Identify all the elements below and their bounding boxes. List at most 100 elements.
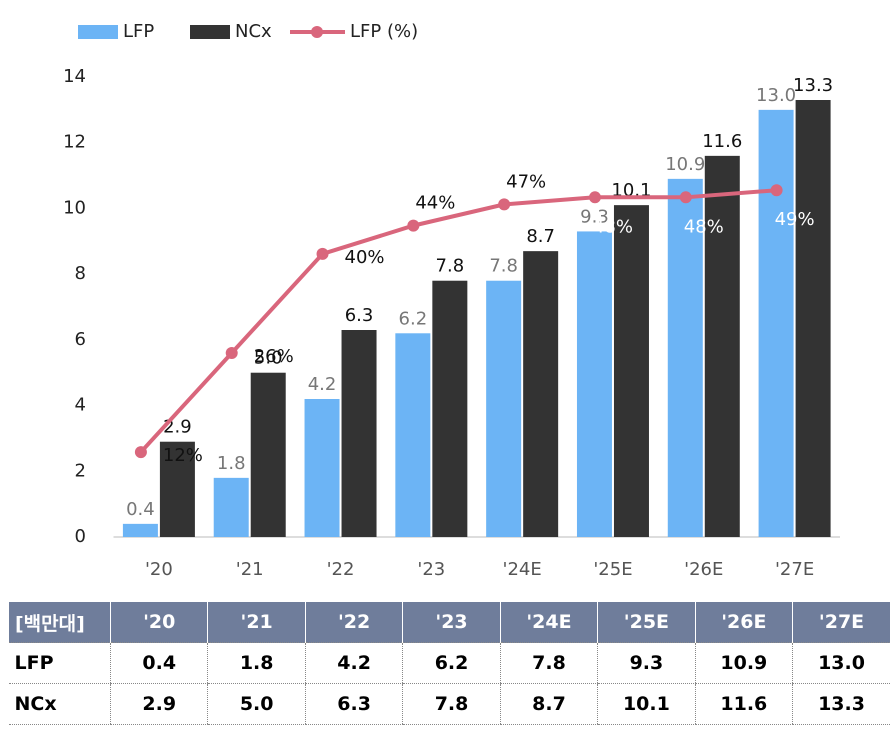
- bar: [758, 109, 794, 537]
- bar: [704, 155, 740, 537]
- header-cell: [백만대]: [8, 602, 111, 643]
- line: [139, 188, 777, 454]
- data-label: 0.4: [126, 499, 155, 520]
- data-label: 4.2: [308, 374, 337, 395]
- header-cell: '27E: [792, 602, 890, 643]
- data-label: 6.2: [399, 308, 428, 329]
- line-label: 44%: [415, 193, 455, 214]
- bar: [486, 280, 522, 537]
- bar: [395, 333, 431, 537]
- cell: 10.9: [694, 642, 793, 684]
- x-tick-label: '24E: [503, 559, 542, 580]
- line-label: 49%: [775, 209, 815, 230]
- header-cell: '25E: [597, 602, 696, 643]
- y-tick-label: 12: [63, 132, 86, 153]
- cell: 13.0: [792, 642, 890, 684]
- header-cell: '24E: [499, 602, 598, 643]
- cell: 5.0: [207, 683, 306, 725]
- data-label: 7.8: [489, 256, 518, 277]
- line-marker: [134, 446, 147, 459]
- line-label: 47%: [506, 171, 546, 192]
- data-label: 6.3: [345, 305, 374, 326]
- legend-swatch: [190, 25, 230, 39]
- data-label: 2.9: [163, 417, 192, 438]
- line-marker: [407, 219, 420, 232]
- bar: [667, 178, 703, 537]
- data-label: 1.8: [217, 453, 246, 474]
- line-marker: [498, 198, 511, 211]
- cell: 11.6: [694, 683, 793, 725]
- y-tick-label: 2: [75, 460, 86, 481]
- bar: [341, 330, 377, 537]
- data-label: 9.3: [580, 206, 609, 227]
- line-label: 48%: [593, 216, 633, 237]
- data-label: 11.6: [702, 131, 742, 152]
- x-tick-label: '27E: [775, 559, 814, 580]
- cell: 6.3: [304, 683, 403, 725]
- y-tick-label: 8: [75, 263, 86, 284]
- line-marker: [770, 184, 783, 197]
- table-row: LFP 0.4 1.8 4.2 6.2 7.8 9.3 10.9 13.0: [8, 642, 890, 684]
- line-marker: [588, 191, 601, 204]
- legend-swatch: [78, 25, 118, 39]
- cell: 7.8: [499, 642, 598, 684]
- cell: 1.8: [207, 642, 306, 684]
- cell: 6.2: [402, 642, 501, 684]
- data-label: 7.8: [436, 256, 465, 277]
- cell: 4.2: [304, 642, 403, 684]
- header-cell: '20: [109, 602, 208, 643]
- line-marker: [679, 191, 692, 204]
- x-tick-label: '25E: [593, 559, 632, 580]
- header-cell: '26E: [694, 602, 793, 643]
- bar: [250, 372, 286, 537]
- bar: [122, 523, 158, 537]
- row-label: NCx: [8, 683, 111, 725]
- legend-marker: [311, 26, 323, 38]
- y-tick-label: 10: [63, 197, 86, 218]
- y-tick-label: 14: [63, 66, 86, 87]
- data-label: 13.3: [793, 75, 833, 96]
- cell: 7.8: [402, 683, 501, 725]
- cell: 9.3: [597, 642, 696, 684]
- bar: [613, 205, 649, 537]
- line-label: 12%: [163, 445, 203, 466]
- cell: 10.1: [597, 683, 696, 725]
- header-cell: '21: [207, 602, 306, 643]
- line-marker: [316, 247, 329, 260]
- cell: 13.3: [792, 683, 890, 725]
- legend-label: LFP: [123, 21, 154, 42]
- table-row: NCx 2.9 5.0 6.3 7.8 8.7 10.1 11.6 13.3: [8, 683, 890, 725]
- header-cell: '23: [402, 602, 501, 643]
- line-label: 26%: [254, 346, 294, 367]
- data-label: 8.7: [526, 226, 555, 247]
- x-tick-label: '21: [236, 559, 264, 580]
- line-label: 48%: [684, 216, 724, 237]
- bar: [432, 280, 468, 537]
- x-tick-label: '20: [145, 559, 173, 580]
- bar: [159, 441, 195, 537]
- data-label: 13.0: [756, 85, 796, 106]
- y-tick-label: 6: [75, 329, 86, 350]
- chart: 0 2 4 6 8 10 12 14 LFP NCx LFP (%) '20 '21 '22 '23 '24E…: [63, 21, 840, 580]
- cell: 2.9: [109, 683, 208, 725]
- cell: 8.7: [499, 683, 598, 725]
- row-label: LFP: [8, 642, 111, 684]
- header-cell: '22: [304, 602, 403, 643]
- data-label: 10.9: [665, 154, 705, 175]
- x-tick-label: '23: [417, 559, 445, 580]
- line-marker: [225, 347, 238, 359]
- data-label: 5.0: [254, 348, 283, 369]
- x-tick-label: '22: [327, 559, 355, 580]
- line-label: 40%: [345, 247, 385, 268]
- bar: [213, 477, 249, 537]
- legend-label: LFP (%): [350, 21, 418, 42]
- data-table: [백만대] '20'21'22'23'24E '25E '26E '27E LFP 0.4 1…: [8, 602, 890, 725]
- legend-label: NCx: [235, 21, 272, 42]
- y-tick-label: 4: [75, 395, 86, 416]
- bar: [795, 100, 831, 537]
- bar: [304, 399, 340, 537]
- cell: 0.4: [109, 642, 208, 684]
- table-header-row: [백만대] '20'21'22'23'24E '25E '26E '27E: [8, 602, 890, 643]
- bar: [576, 231, 612, 537]
